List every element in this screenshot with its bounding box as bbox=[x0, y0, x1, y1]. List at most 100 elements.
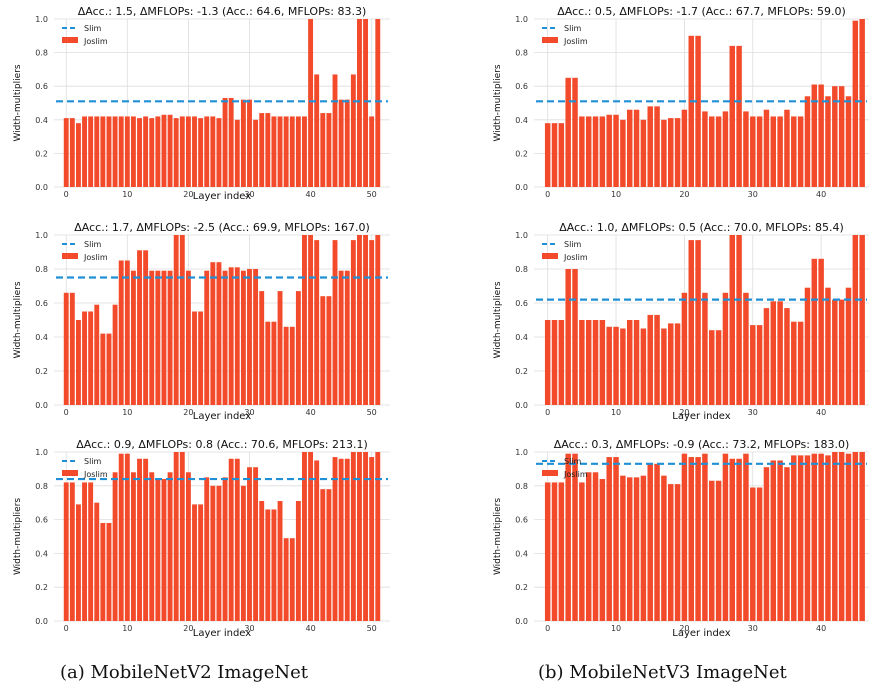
x-tick-label: 20 bbox=[183, 624, 193, 633]
bar bbox=[216, 485, 222, 621]
bar bbox=[118, 260, 124, 405]
legend-slim-label: Slim bbox=[84, 24, 102, 33]
chart-title: ΔAcc.: 1.7, ΔMFLOPs: -2.5 (Acc.: 69.9, M… bbox=[74, 221, 369, 234]
chart-panel-2: 0.0 0.2 0.4 0.6 0.8 1.0 0 10 20 30 40 ΔAcc.: 0.5, Δ… bbox=[493, 5, 869, 199]
chart-panel-5: 0.0 0.2 0.4 0.6 0.8 1.0 0 10 20 30 40 50 ΔAcc.: 0.9,… bbox=[13, 438, 390, 639]
y-tick-label: 0.2 bbox=[35, 149, 48, 158]
chart-title: ΔAcc.: 0.5, ΔMFLOPs: -1.7 (Acc.: 67.7, M… bbox=[557, 5, 845, 18]
bar bbox=[688, 240, 694, 405]
bar bbox=[75, 504, 81, 621]
bar bbox=[777, 301, 783, 405]
bar bbox=[558, 320, 565, 405]
bar bbox=[633, 109, 640, 187]
y-tick-label: 0.4 bbox=[35, 116, 48, 125]
bar bbox=[722, 292, 729, 405]
bar bbox=[350, 240, 356, 405]
bar bbox=[572, 269, 578, 405]
chart-title: ΔAcc.: 0.9, ΔMFLOPs: 0.8 (Acc.: 70.6, MF… bbox=[76, 438, 368, 451]
bar bbox=[592, 472, 599, 621]
bar bbox=[606, 326, 612, 405]
y-tick-label: 0.8 bbox=[35, 482, 48, 491]
bar bbox=[777, 460, 783, 621]
bar bbox=[344, 458, 350, 621]
x-tick-label: 30 bbox=[244, 190, 254, 199]
bar bbox=[544, 320, 551, 405]
y-tick-label: 0.4 bbox=[515, 549, 528, 558]
bar bbox=[234, 458, 240, 621]
bar bbox=[791, 455, 797, 621]
bar bbox=[845, 453, 852, 621]
y-tick-label: 0.4 bbox=[515, 333, 528, 342]
bar bbox=[825, 96, 831, 187]
bar bbox=[565, 77, 571, 187]
bar bbox=[192, 116, 197, 187]
bar bbox=[763, 109, 770, 187]
legend-slim-label: Slim bbox=[564, 457, 582, 466]
bar bbox=[626, 477, 633, 621]
bar bbox=[130, 116, 136, 187]
bar bbox=[253, 467, 259, 621]
bar bbox=[784, 109, 790, 187]
bar bbox=[606, 114, 612, 187]
bar bbox=[585, 472, 592, 621]
bar bbox=[729, 235, 735, 405]
bar bbox=[149, 270, 155, 405]
bar bbox=[640, 328, 647, 405]
bar bbox=[599, 479, 606, 621]
bar bbox=[143, 250, 149, 405]
bar bbox=[688, 457, 694, 621]
bar bbox=[112, 304, 118, 405]
bar bbox=[620, 119, 626, 187]
chart-title: ΔAcc.: 1.5, ΔMFLOPs: -1.3 (Acc.: 64.6, M… bbox=[78, 5, 366, 18]
bar bbox=[579, 116, 585, 187]
x-tick-label: 0 bbox=[545, 624, 550, 633]
y-tick-label: 0.0 bbox=[35, 183, 48, 192]
bar bbox=[216, 262, 222, 405]
bar bbox=[94, 304, 100, 405]
bar bbox=[100, 116, 106, 187]
bar bbox=[124, 116, 130, 187]
bar bbox=[185, 270, 191, 405]
caption-b: (b) MobileNetV3 ImageNet bbox=[538, 662, 787, 683]
bar bbox=[640, 119, 647, 187]
bar bbox=[173, 118, 179, 187]
legend-joslim-label: Joslim bbox=[563, 253, 588, 262]
y-tick-label: 1.0 bbox=[35, 231, 48, 240]
bar bbox=[82, 311, 87, 405]
x-tick-label: 30 bbox=[748, 408, 758, 417]
bar bbox=[277, 501, 283, 621]
bar bbox=[585, 320, 592, 405]
bar bbox=[558, 482, 565, 621]
bar bbox=[369, 457, 375, 621]
y-tick-label: 1.0 bbox=[515, 448, 528, 457]
y-tick-label: 0.8 bbox=[515, 49, 528, 58]
bar bbox=[295, 291, 301, 405]
bar bbox=[173, 452, 179, 621]
bar bbox=[797, 321, 804, 405]
x-tick-label: 30 bbox=[244, 624, 254, 633]
bar bbox=[112, 116, 118, 187]
bar bbox=[763, 467, 770, 621]
bar bbox=[295, 116, 301, 187]
bar bbox=[599, 320, 606, 405]
bar bbox=[825, 455, 831, 621]
bar bbox=[259, 501, 265, 621]
bar bbox=[308, 19, 314, 187]
bar bbox=[804, 287, 811, 405]
bar bbox=[302, 452, 307, 621]
bar bbox=[320, 113, 326, 187]
bar bbox=[363, 19, 369, 187]
bar bbox=[357, 235, 362, 405]
bar bbox=[314, 240, 320, 405]
bar bbox=[681, 292, 688, 405]
x-tick-label: 10 bbox=[122, 624, 132, 633]
bar bbox=[756, 487, 763, 621]
bar bbox=[804, 455, 811, 621]
legend-slim-label: Slim bbox=[84, 240, 102, 249]
bar bbox=[375, 235, 381, 405]
bar bbox=[247, 467, 252, 621]
y-axis-label: Width-multipliers bbox=[13, 64, 23, 141]
x-tick-label: 50 bbox=[367, 190, 377, 199]
bar bbox=[579, 320, 585, 405]
legend-slim-label: Slim bbox=[564, 240, 582, 249]
